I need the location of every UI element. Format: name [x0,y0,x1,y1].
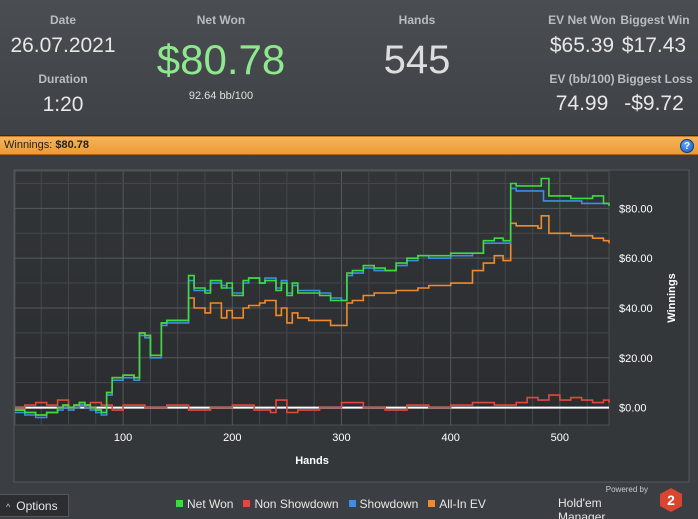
footer-bar: ^ Options Net Won Non Showdown Showdown All-… [0,485,698,519]
legend-label: Net Won [187,497,234,511]
y-tick-label: $40.00 [619,303,653,315]
legend-item-net-won[interactable]: Net Won [176,497,233,511]
hands-label: Hands [398,13,436,27]
y-tick-label: $0.00 [619,403,647,415]
duration-label: Duration [38,72,88,86]
brand-logo: Powered by Hold'em Manager 2 [558,485,688,519]
duration-value: 1:20 [42,93,84,116]
legend-swatch [348,500,356,507]
x-axis-label: Hands [295,455,329,467]
date-label: Date [49,13,76,27]
options-label: Options [16,499,58,513]
y-axis-ticks: $0.00 $20.00 $40.00 $60.00 $80.00 [619,203,653,414]
ev-net-won-value: $65.39 [549,34,615,57]
x-axis-ticks: 100 200 300 400 500 [114,432,569,444]
options-button[interactable]: ^ Options [0,494,69,517]
x-tick-label: 400 [441,432,459,444]
legend-swatch [243,500,251,507]
winnings-chart-panel: 100 200 300 400 500 $0.00 $20.00 $40.00 $60.00 $… [0,156,698,491]
winnings-chart: 100 200 300 400 500 $0.00$20.00$40.00$60.00$… [13,169,690,483]
winnings-label: Winnings: [4,139,53,151]
net-won-bb100: 92.64 bb/100 [188,90,254,102]
plot-area [14,170,610,426]
chevron-up-icon: ^ [6,502,11,512]
x-tick-label: 200 [223,432,241,444]
net-won-label: Net Won [196,13,246,27]
ev-bb100-value: 74.99 [555,92,609,115]
y-tick-label: $60.00 [619,253,653,265]
legend-swatch [176,500,183,507]
winnings-value: $80.78 [55,139,90,151]
legend-label: Showdown [359,497,419,511]
chart-series-lines [15,177,610,419]
series-line-net-won [15,177,610,416]
session-stats-panel: Date 26.07.2021 Duration 1:20 Net Won $8… [0,0,698,136]
y-tick-label: $20.00 [619,353,653,365]
winnings-summary: Winnings: $80.78 [4,139,89,151]
hands-value: 545 [383,38,451,82]
legend-label: All-In EV [439,497,486,511]
x-tick-label: 500 [551,432,569,444]
x-tick-label: 300 [332,432,350,444]
brand-name: Hold'em Manager [558,496,606,519]
biggest-loss-value: -$9.72 [624,92,684,115]
y-axis-label: Winnings [666,273,678,322]
y-tick-label: $80.00 [619,203,653,215]
legend-item-showdown[interactable]: Showdown [348,497,419,511]
winnings-bar: Winnings: $80.78 ? [0,136,698,155]
legend-label: Non Showdown [254,497,339,511]
help-icon[interactable]: ? [680,139,694,153]
hm2-logo-icon: 2 [660,488,682,512]
x-tick-label: 100 [114,432,132,444]
net-won-value: $80.78 [156,36,286,83]
ev-net-won-label: EV Net Won [548,13,616,27]
legend-swatch [428,500,436,507]
biggest-win-value: $17.43 [621,34,687,57]
legend-item-non-showdown[interactable]: Non Showdown [243,497,339,511]
ev-bb100-label: EV (bb/100) [549,72,615,86]
biggest-win-label: Biggest Win [620,13,690,27]
chart-legend: Net Won Non Showdown Showdown All-In EV [176,497,496,511]
date-value: 26.07.2021 [10,34,116,57]
chart-gridlines [15,171,609,425]
legend-item-all-in-ev[interactable]: All-In EV [428,497,486,511]
biggest-loss-label: Biggest Loss [617,72,693,86]
powered-by-text: Powered by [605,485,648,494]
